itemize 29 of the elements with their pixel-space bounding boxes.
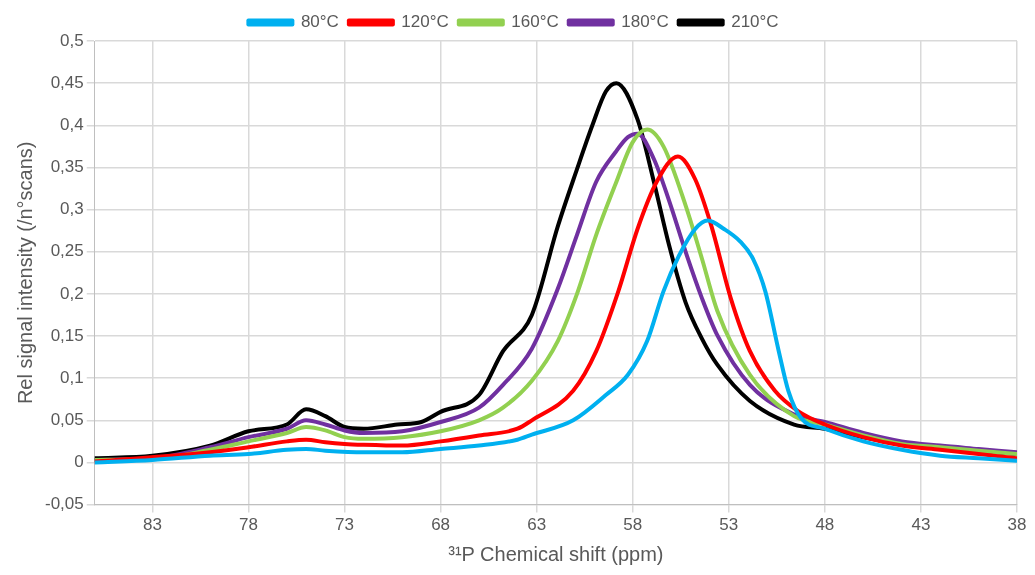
x-tick-label: 48 xyxy=(815,515,835,535)
x-tick-label: 63 xyxy=(527,515,547,535)
x-tick-label: 58 xyxy=(623,515,643,535)
legend-label: 120°C xyxy=(401,12,449,32)
y-tick-label: 0,3 xyxy=(60,199,84,219)
y-tick-label: 0,2 xyxy=(60,283,84,303)
x-tick-label: 78 xyxy=(239,515,258,535)
legend-label: 80°C xyxy=(300,12,339,32)
y-tick-label: 0 xyxy=(74,452,84,472)
x-tick-label: 38 xyxy=(1007,515,1027,535)
legend-label: 180°C xyxy=(621,12,669,32)
x-tick-label: 43 xyxy=(911,515,931,535)
y-tick-label: 0,15 xyxy=(50,325,84,345)
y-tick-label: 0,4 xyxy=(60,114,84,134)
x-tick-label: 53 xyxy=(719,515,739,535)
y-tick-label: 0,1 xyxy=(60,367,84,387)
y-tick-label: 0,25 xyxy=(50,241,84,261)
legend-label: 210°C xyxy=(731,12,779,32)
x-tick-label: 83 xyxy=(142,515,162,535)
y-axis-title: Rel signal intensity (/n°scans) xyxy=(13,141,36,405)
y-tick-label: 0,05 xyxy=(50,410,84,429)
x-axis-title: ³¹P Chemical shift (ppm) xyxy=(448,542,664,565)
y-tick-label: 0,35 xyxy=(50,157,84,177)
legend-label: 160°C xyxy=(511,12,559,32)
y-tick-label: -0,05 xyxy=(45,494,84,514)
x-tick-label: 73 xyxy=(335,515,354,535)
x-tick-label: 68 xyxy=(431,515,451,535)
y-tick-label: 0,45 xyxy=(50,72,84,92)
y-tick-label: 0,5 xyxy=(60,30,84,50)
